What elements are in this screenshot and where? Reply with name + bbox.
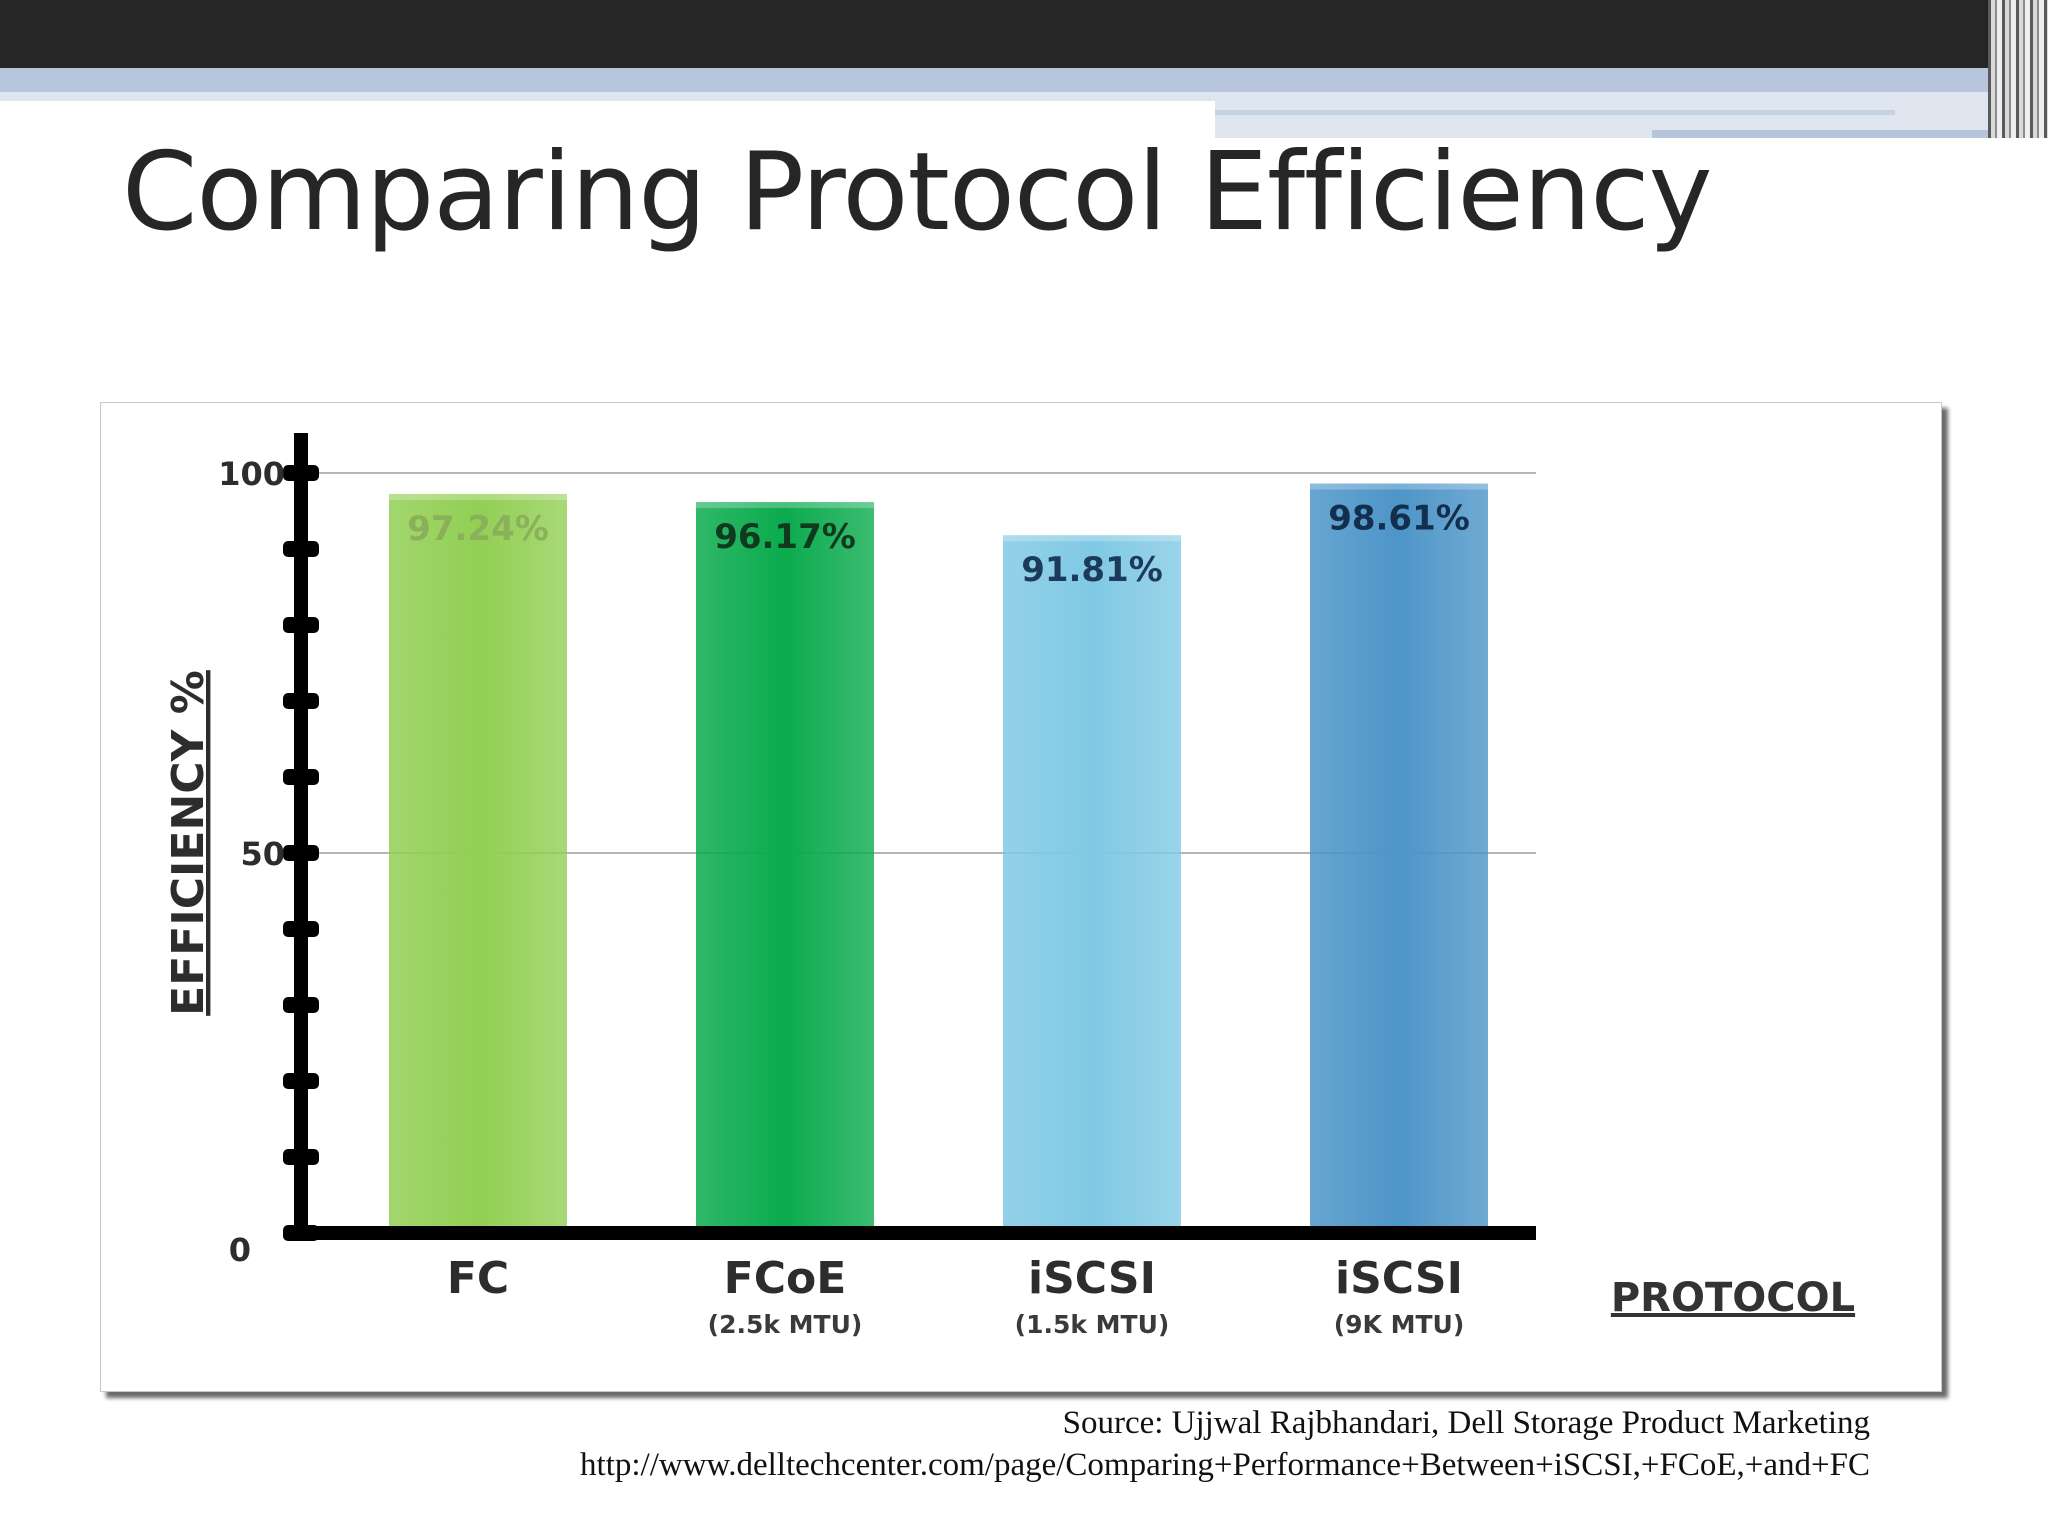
bar-value-label: 98.61% <box>1328 499 1470 539</box>
y-tick-label: 100 <box>218 455 285 493</box>
y-tick-mark <box>283 617 319 633</box>
bar-value-label: 91.81% <box>1021 550 1163 590</box>
bar-3 <box>1003 535 1181 1233</box>
y-axis-title: EFFICIENCY % <box>163 670 214 1016</box>
bar-1 <box>389 493 567 1233</box>
header-band-line <box>1652 130 2012 138</box>
slide-title: Comparing Protocol Efficiency <box>122 130 1713 255</box>
category-label: FC <box>447 1253 509 1304</box>
axes <box>283 433 1536 1241</box>
category-label: iSCSI <box>1028 1253 1156 1304</box>
header-band-line <box>1215 110 1895 115</box>
source-line: Source: Ujjwal Rajbhandari, Dell Storage… <box>1062 1405 1870 1441</box>
category-label: iSCSI <box>1335 1253 1463 1304</box>
category-sublabel: (9K MTU) <box>1334 1310 1465 1339</box>
bar-chart: 97.24% FC 96.17% FCoE (2.5k MTU) 91.81% iSCSI (… <box>163 433 1855 1339</box>
y-tick-label: 0 <box>229 1231 251 1269</box>
category-sublabel: (1.5k MTU) <box>1015 1310 1170 1339</box>
source-citation: Source: Ujjwal Rajbhandari, Dell Storage… <box>580 1402 1870 1486</box>
bars <box>389 483 1488 1234</box>
header-band-light <box>0 92 1215 101</box>
corner-stripes <box>1988 0 2048 138</box>
y-tick-mark <box>283 1149 319 1165</box>
category-sublabel: (2.5k MTU) <box>708 1310 863 1339</box>
y-tick-mark <box>283 1073 319 1089</box>
bar-highlight <box>1310 483 1488 490</box>
bar-4 <box>1310 483 1488 1234</box>
y-tick-mark <box>283 769 319 785</box>
source-url: http://www.delltechcenter.com/page/Compa… <box>580 1447 1870 1483</box>
y-tick-label: 50 <box>240 835 285 873</box>
bar-highlight <box>1003 535 1181 542</box>
bar-highlight <box>696 502 874 509</box>
bar-value-label: 97.24% <box>407 509 549 549</box>
y-tick-mark <box>283 921 319 937</box>
y-tick-mark <box>283 997 319 1013</box>
bar-2 <box>696 502 874 1233</box>
top-bar <box>0 0 2048 68</box>
category-label: FCoE <box>724 1253 847 1304</box>
bar-value-label: 96.17% <box>714 517 856 557</box>
y-tick-mark <box>283 541 319 557</box>
y-tick-mark <box>283 693 319 709</box>
labels: 97.24% FC 96.17% FCoE (2.5k MTU) 91.81% iSCSI (… <box>163 455 1855 1339</box>
chart-frame: 97.24% FC 96.17% FCoE (2.5k MTU) 91.81% iSCSI (… <box>100 402 1942 1392</box>
y-tick-mark <box>283 465 319 481</box>
bar-highlight <box>389 493 567 500</box>
header-band <box>0 68 2048 92</box>
y-tick-mark <box>283 845 319 861</box>
x-axis-title: PROTOCOL <box>1611 1275 1855 1321</box>
